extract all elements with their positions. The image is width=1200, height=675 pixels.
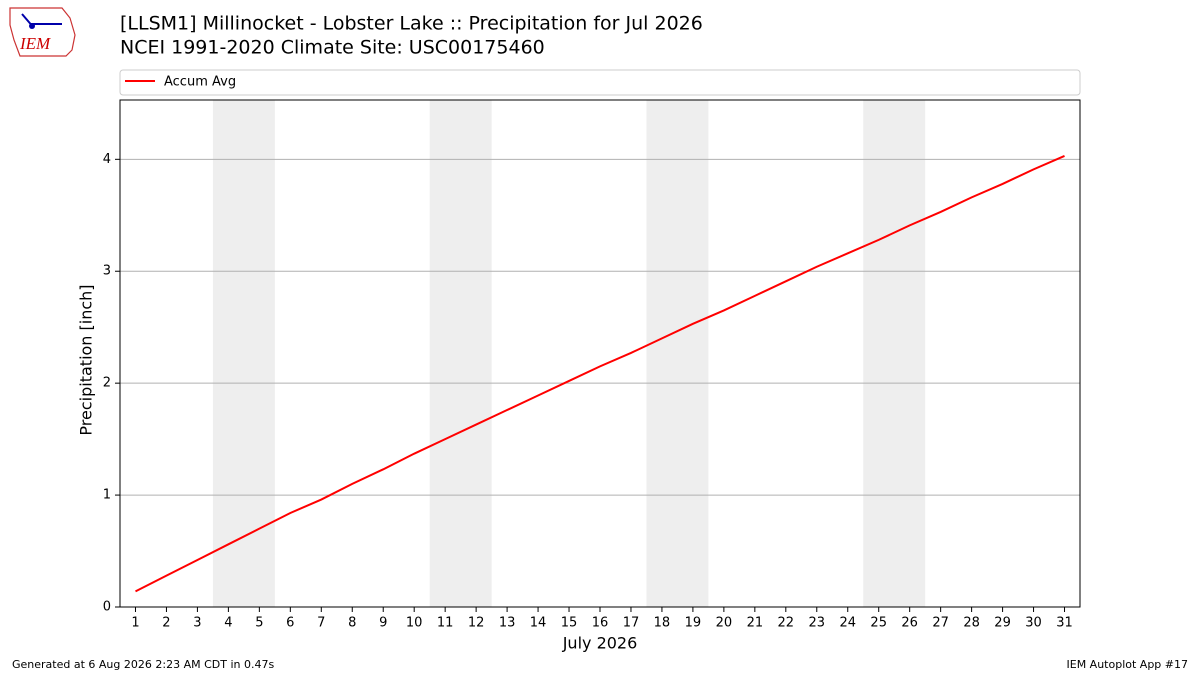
y-axis-label: Precipitation [inch] [77, 284, 96, 435]
x-tick-label: 14 [530, 616, 547, 631]
x-axis-label: July 2026 [562, 634, 638, 653]
logo-outline [9, 7, 76, 57]
x-tick-label: 7 [317, 616, 325, 631]
x-tick-label: 12 [468, 616, 485, 631]
x-tick-label: 1 [131, 616, 139, 631]
x-tick-label: 11 [437, 616, 454, 631]
weekend-shade [429, 100, 492, 607]
line-series [135, 155, 1065, 593]
y-tick-label: 0 [103, 600, 111, 615]
y-tick-label: 4 [103, 152, 111, 167]
x-tick-label: 28 [963, 616, 980, 631]
x-tick-label: 15 [561, 616, 578, 631]
x-tick-label: 17 [623, 616, 640, 631]
x-tick-label: 25 [870, 616, 887, 631]
x-tick-label: 4 [224, 616, 232, 631]
x-tick-label: 26 [901, 616, 918, 631]
logo: IEM [9, 7, 76, 57]
x-tick-label: 6 [286, 616, 294, 631]
x-tick-label: 21 [747, 616, 764, 631]
chart-subtitle: NCEI 1991-2020 Climate Site: USC00175460 [120, 37, 545, 59]
y-tick-label: 1 [103, 488, 111, 503]
x-tick-label: 20 [716, 616, 733, 631]
logo-icon [29, 23, 35, 29]
weekend-shade [863, 100, 926, 607]
x-tick-label: 18 [654, 616, 671, 631]
x-tick-label: 8 [348, 616, 356, 631]
x-tick-label: 24 [839, 616, 856, 631]
x-tick-label: 23 [809, 616, 826, 631]
legend-label: Accum Avg [164, 75, 236, 90]
x-tick-label: 19 [685, 616, 702, 631]
x-tick-label: 10 [406, 616, 423, 631]
plot-frame [119, 99, 1081, 608]
x-tick-label: 5 [255, 616, 263, 631]
x-tick-label: 30 [1025, 616, 1042, 631]
x-tick-label: 31 [1056, 616, 1073, 631]
weekend-shade [212, 100, 275, 607]
legend-box [119, 69, 1081, 96]
x-tick-label: 9 [379, 616, 387, 631]
x-tick-label: 22 [778, 616, 795, 631]
x-tick-label: 3 [193, 616, 201, 631]
x-tick-label: 16 [592, 616, 609, 631]
x-tick-label: 29 [994, 616, 1011, 631]
x-tick-label: 27 [932, 616, 949, 631]
x-tick-label: 2 [162, 616, 170, 631]
y-tick-label: 2 [103, 376, 111, 391]
footer-left: Generated at 6 Aug 2026 2:23 AM CDT in 0… [12, 658, 274, 671]
x-tick-label: 13 [499, 616, 516, 631]
footer-right: IEM Autoplot App #17 [1067, 658, 1189, 671]
weekend-shade [646, 100, 709, 607]
logo-text: IEM [19, 34, 51, 53]
y-tick-label: 3 [103, 264, 111, 279]
chart-title: [LLSM1] Millinocket - Lobster Lake :: Pr… [120, 13, 703, 35]
